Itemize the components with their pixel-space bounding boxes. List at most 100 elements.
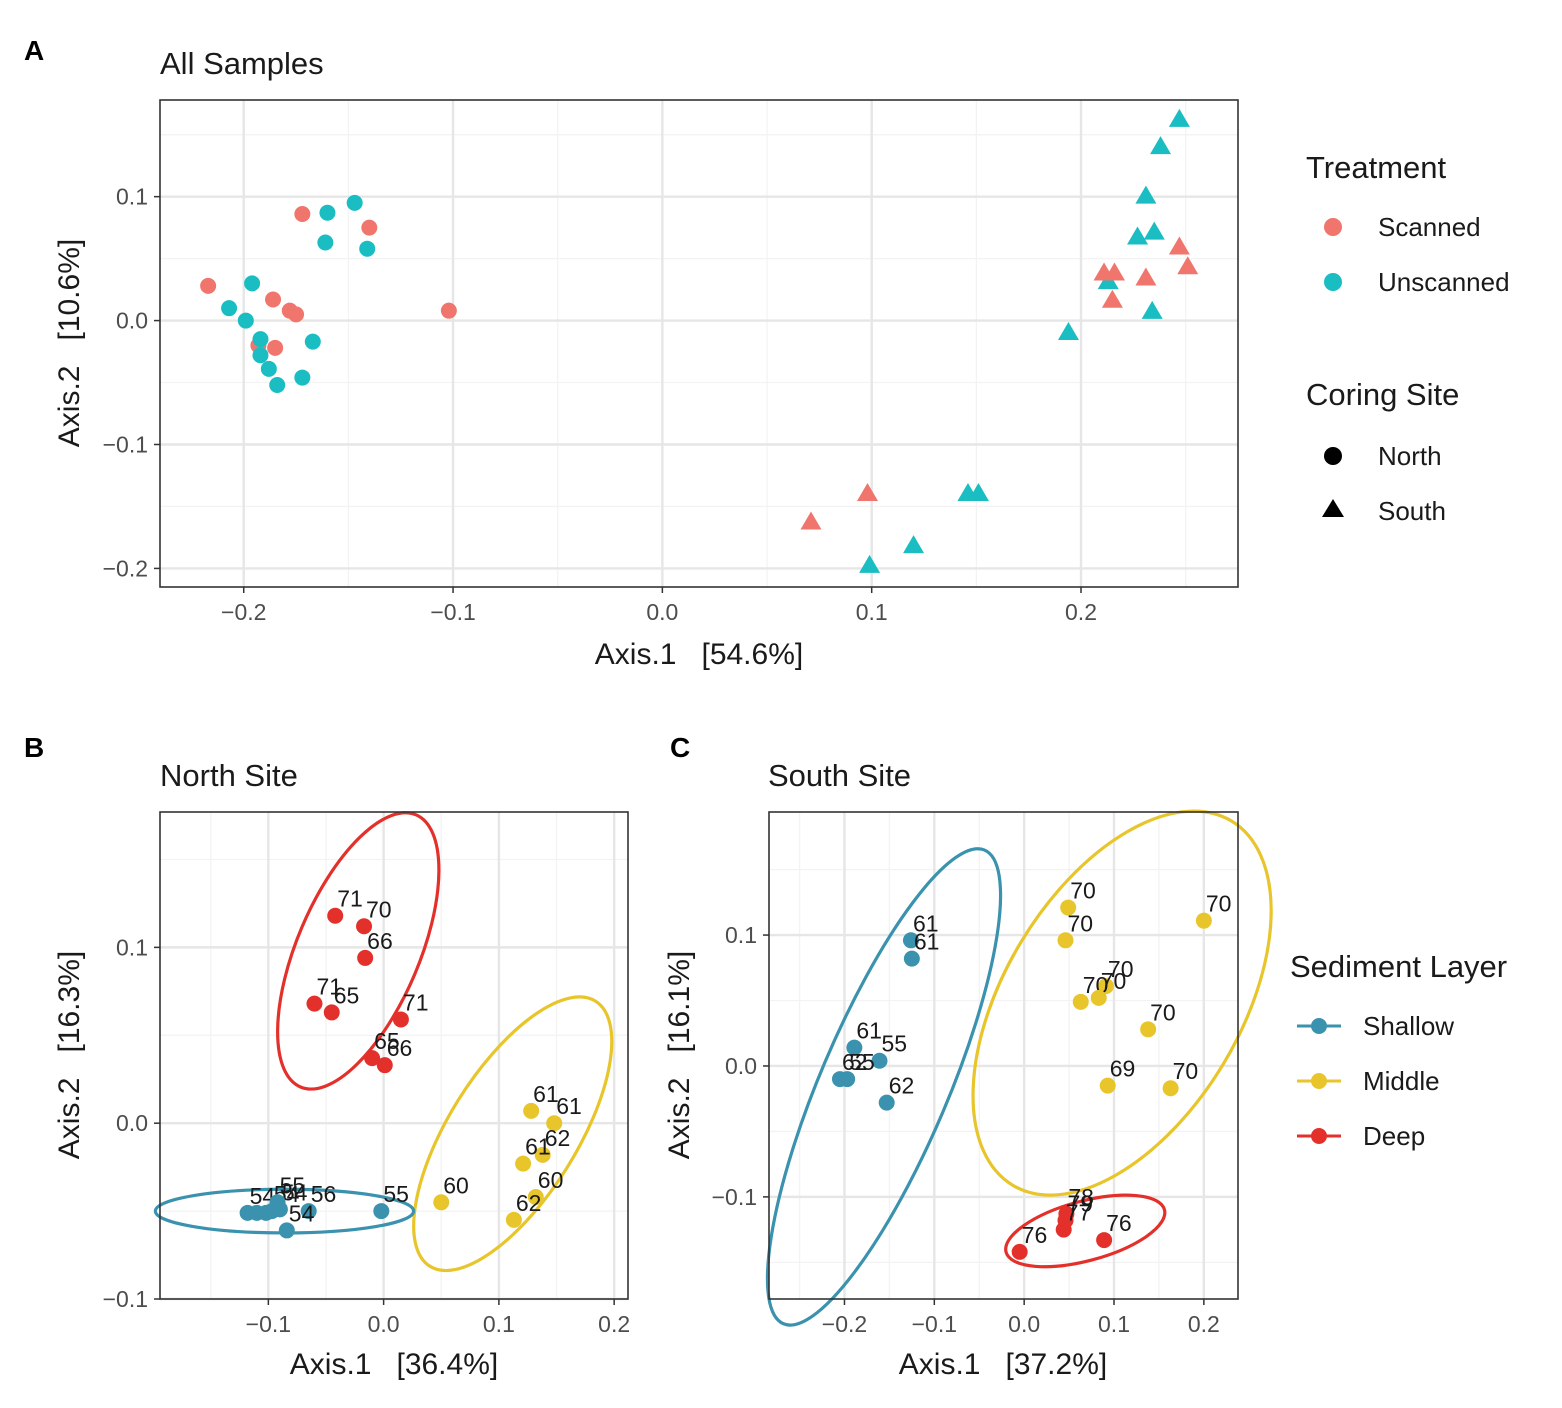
point-label: 78: [1068, 1184, 1094, 1210]
point-scanned-north: [265, 291, 282, 308]
point-label: 61: [525, 1134, 551, 1160]
point-middle: [534, 1146, 551, 1163]
point-scanned-north: [361, 219, 378, 236]
legend-swatch-south: [1322, 499, 1344, 517]
point-shallow: [269, 1194, 286, 1211]
point-unscanned-south: [1141, 300, 1163, 319]
point-unscanned-south: [859, 554, 881, 573]
point-unscanned-north: [244, 275, 261, 292]
point-label: 55: [383, 1181, 409, 1207]
point-middle: [1072, 993, 1089, 1010]
legend-swatch-middle: [1311, 1073, 1327, 1089]
ellipse-deep: [276, 811, 441, 1091]
point-shallow: [373, 1203, 390, 1220]
point-deep: [356, 918, 373, 935]
point-unscanned-south: [1150, 136, 1172, 155]
panel-a-x-axis-title: Axis.1 [54.6%]: [595, 638, 803, 671]
panel-letter-b: B: [24, 732, 44, 763]
coring-site-legend: Coring Site North South: [1306, 377, 1459, 526]
point-label: 70: [1150, 999, 1176, 1025]
panel-a-grid: [160, 100, 1238, 587]
point-middle: [505, 1211, 522, 1228]
legend-swatch-scanned: [1324, 218, 1342, 236]
point-scanned-south: [800, 511, 822, 530]
point-scanned-south: [1101, 289, 1123, 308]
panel-letter-a: A: [24, 35, 44, 66]
panel-c-y-tick-label: 0.0: [725, 1053, 757, 1079]
point-label: 62: [516, 1190, 542, 1216]
point-unscanned-south: [1168, 108, 1190, 127]
ellipse-middle: [971, 809, 1273, 1197]
panel-c-x-tick-label: 0.1: [1098, 1311, 1130, 1337]
panel-c-x-ticks: −0.2 −0.1 0.0 0.1 0.2: [822, 1299, 1220, 1337]
treatment-legend: Treatment Scanned Unscanned: [1306, 150, 1510, 297]
panel-c: C South Site 616161556255627070707070707…: [663, 732, 1507, 1381]
point-deep: [323, 1004, 340, 1021]
point-label: 66: [387, 1035, 413, 1061]
point-deep: [327, 907, 344, 924]
panel-b-x-axis-title: Axis.1 [36.4%]: [290, 1348, 498, 1381]
point-middle: [1099, 1077, 1116, 1094]
point-shallow: [878, 1094, 895, 1111]
point-shallow: [846, 1039, 863, 1056]
point-unscanned-north: [304, 333, 321, 350]
legend-swatch-shallow: [1311, 1018, 1327, 1034]
point-unscanned-north: [319, 204, 336, 221]
point-label: 70: [1067, 910, 1093, 936]
point-label: 62: [545, 1125, 571, 1151]
point-middle: [1140, 1021, 1157, 1038]
point-unscanned-south: [903, 535, 925, 554]
point-unscanned-north: [294, 369, 311, 386]
panel-c-x-tick-label: 0.2: [1188, 1311, 1220, 1337]
legend-label-north: North: [1378, 441, 1442, 471]
point-scanned-north: [440, 302, 457, 319]
point-unscanned-south: [1127, 226, 1149, 245]
panel-c-x-tick-label: 0.0: [1008, 1311, 1040, 1337]
point-deep: [1096, 1232, 1113, 1249]
point-label: 61: [914, 929, 940, 955]
point-label: 61: [856, 1018, 882, 1044]
point-scanned-north: [267, 339, 284, 356]
ellipse-shallow: [765, 847, 1003, 1327]
point-middle: [1162, 1080, 1179, 1097]
point-shallow: [902, 932, 919, 949]
point-middle: [546, 1115, 563, 1132]
panel-a-x-tick-label: −0.2: [221, 599, 266, 625]
sediment-layer-legend: Sediment Layer Shallow Middle Deep: [1290, 949, 1507, 1151]
panel-a-x-tick-label: 0.2: [1065, 599, 1097, 625]
point-label: 62: [842, 1049, 868, 1075]
point-unscanned-north: [260, 360, 277, 377]
panel-a-x-tick-label: 0.1: [856, 599, 888, 625]
point-label: 54: [289, 1200, 315, 1226]
panel-b-y-ticks: −0.1 0.0 0.1: [103, 934, 160, 1312]
point-shallow: [871, 1052, 888, 1069]
point-middle: [523, 1102, 540, 1119]
panel-b-x-ticks: −0.1 0.0 0.1 0.2: [246, 1299, 630, 1337]
point-deep: [376, 1057, 393, 1074]
point-label: 77: [1066, 1200, 1092, 1226]
point-label: 70: [1108, 956, 1134, 982]
point-unscanned-south: [1143, 221, 1165, 240]
point-label: 60: [538, 1167, 564, 1193]
point-middle: [1195, 912, 1212, 929]
ellipse-middle: [412, 995, 614, 1273]
point-label: 70: [1206, 891, 1232, 917]
ellipse-deep: [1004, 1193, 1167, 1269]
treatment-legend-title: Treatment: [1306, 150, 1447, 185]
panel-a-x-tick-label: 0.0: [646, 599, 678, 625]
point-middle: [1060, 899, 1077, 916]
point-label: 71: [316, 974, 342, 1000]
point-deep: [357, 949, 374, 966]
point-shallow: [839, 1071, 856, 1088]
point-middle: [1090, 989, 1107, 1006]
panel-a-y-ticks: −0.2 −0.1 0.0 0.1: [103, 184, 160, 581]
panel-a-y-tick-label: 0.1: [116, 184, 148, 210]
point-unscanned-north: [269, 377, 286, 394]
point-unscanned-north: [359, 240, 376, 257]
point-middle: [1097, 978, 1114, 995]
legend-label-unscanned: Unscanned: [1378, 267, 1510, 297]
point-label: 54: [282, 1179, 308, 1205]
point-shallow: [903, 950, 920, 967]
point-label: 66: [367, 928, 393, 954]
